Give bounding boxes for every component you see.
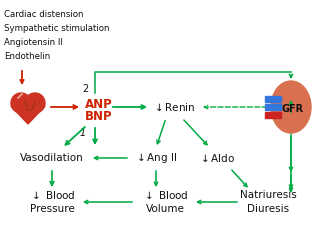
Text: Angiotensin II: Angiotensin II (4, 38, 63, 47)
Text: Natriuresis: Natriuresis (240, 190, 296, 200)
Text: $\downarrow$Aldo: $\downarrow$Aldo (199, 153, 236, 164)
Text: $\downarrow$ Blood: $\downarrow$ Blood (142, 189, 188, 201)
Text: Vasodilation: Vasodilation (20, 153, 84, 163)
Text: Cardiac distension: Cardiac distension (4, 10, 84, 19)
Text: Endothelin: Endothelin (4, 52, 50, 61)
Ellipse shape (271, 81, 311, 133)
Text: BNP: BNP (85, 110, 113, 123)
Text: 2: 2 (82, 84, 88, 94)
Text: Sympathetic stimulation: Sympathetic stimulation (4, 24, 110, 33)
Circle shape (11, 93, 31, 113)
FancyBboxPatch shape (265, 96, 281, 102)
Text: $\downarrow$Renin: $\downarrow$Renin (152, 101, 196, 112)
Text: Diuresis: Diuresis (247, 204, 289, 214)
Polygon shape (11, 106, 45, 124)
Text: $\downarrow$ Blood: $\downarrow$ Blood (29, 189, 75, 201)
FancyBboxPatch shape (265, 112, 281, 118)
Text: Pressure: Pressure (30, 204, 74, 214)
FancyBboxPatch shape (265, 104, 281, 110)
Text: Volume: Volume (146, 204, 185, 214)
Text: ANP: ANP (85, 98, 113, 111)
Text: $\downarrow$Ang II: $\downarrow$Ang II (134, 151, 178, 165)
Circle shape (25, 93, 45, 113)
Text: 1: 1 (80, 128, 86, 138)
Text: GFR: GFR (282, 104, 304, 114)
